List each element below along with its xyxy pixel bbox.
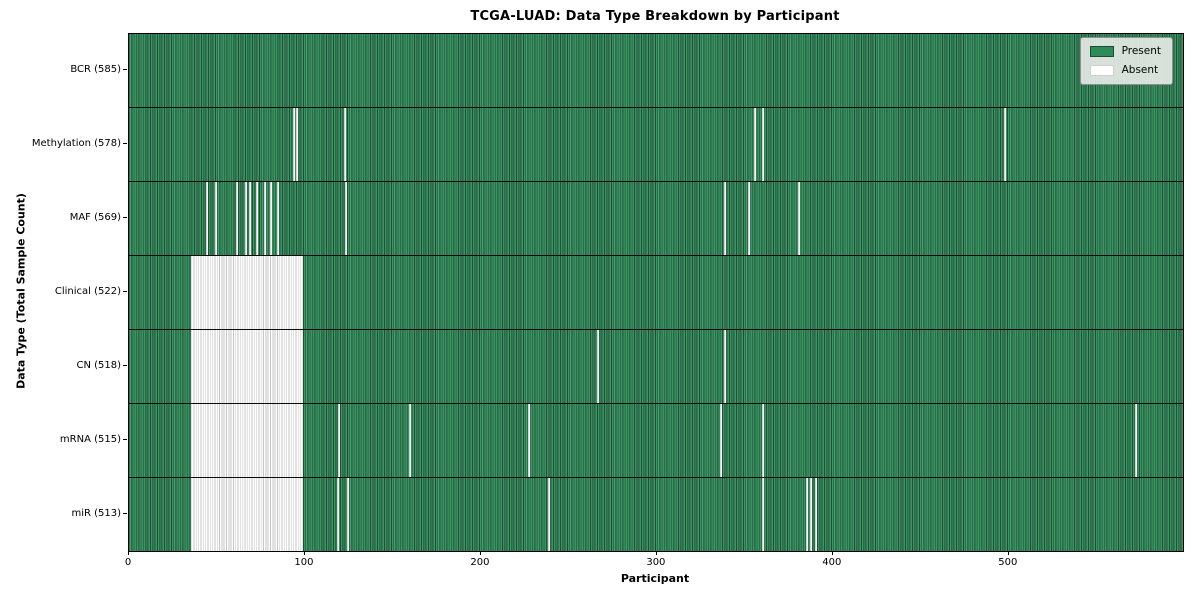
y-tick-label: BCR (585) [70,64,121,76]
x-tick-mark [1007,551,1009,555]
y-tick-mark [123,291,127,292]
x-tick-label: 400 [822,557,842,568]
y-tick: miR (513) [0,476,127,550]
y-tick: Clinical (522) [0,255,127,329]
absent-stripe [547,478,550,551]
absent-stripe [264,182,267,255]
absent-stripe [797,182,800,255]
y-tick-mark [123,143,127,145]
heatmap-row [129,478,1183,551]
x-tick-label: 100 [294,557,314,568]
absent-stripe [276,182,279,255]
absent-stripe [762,478,765,551]
x-tick-labels: 0 100 200 300 400 500 [124,551,1182,577]
absent-stripe [806,478,809,551]
absent-block [190,330,304,403]
absent-stripe [215,182,218,255]
absent-stripe [723,182,726,255]
y-tick-label: mRNA (515) [59,433,121,445]
y-tick-labels: BCR (585) Methylation (578) MAF (569) Clini… [0,33,127,550]
absent-stripe [206,182,209,255]
x-tick-label: 0 [124,557,132,568]
absent-stripe [343,108,346,181]
x-axis-label: Participant [620,572,690,585]
absent-stripe [408,404,411,477]
heatmap-row [129,182,1183,256]
legend-label-absent: Absent [1121,64,1159,76]
absent-stripe [245,182,248,255]
x-tick-mark [655,551,657,555]
absent-stripe [248,182,251,255]
absent-stripe [720,404,723,477]
absent-stripe [753,108,756,181]
absent-stripe [723,330,726,403]
x-tick-mark [303,551,305,555]
absent-block [190,478,304,551]
present-swatch [1089,45,1114,57]
x-tick-mark [479,551,481,555]
absent-stripe [269,182,272,255]
absent-block [190,256,304,329]
absent-stripe [1003,108,1006,181]
legend-item-present: Present [1089,45,1161,57]
legend: Present Absent [1079,37,1173,85]
y-tick-label: miR (513) [71,507,121,519]
heatmap-row [129,108,1183,182]
absent-stripe [336,478,339,551]
absent-stripe [528,404,531,477]
y-tick: MAF (569) [0,181,127,255]
y-tick-mark [123,438,127,440]
legend-label-present: Present [1121,45,1161,57]
heatmap-row [129,404,1183,478]
x-tick-mark [831,551,833,555]
absent-swatch [1089,64,1114,76]
absent-stripe [748,182,751,255]
absent-stripe [1135,404,1138,477]
absent-stripe [762,108,765,181]
y-tick: Methylation (578) [0,107,127,181]
chart-title: TCGA-LUAD: Data Type Breakdown by Partic… [470,9,840,24]
absent-stripe [347,478,350,551]
absent-stripe [255,182,258,255]
absent-stripe [338,404,341,477]
y-tick: mRNA (515) [0,402,127,476]
legend-item-absent: Absent [1089,64,1161,76]
y-tick: BCR (585) [0,33,127,107]
y-tick-mark [123,512,127,514]
y-tick-mark [123,69,127,71]
y-tick-label: MAF (569) [69,212,121,224]
absent-stripe [292,108,295,181]
y-tick-label: Methylation (578) [31,138,121,150]
absent-stripe [296,108,299,181]
absent-stripe [762,404,765,477]
absent-block [190,404,304,477]
y-tick: CN (518) [0,328,127,402]
heatmap-row [129,34,1183,108]
absent-stripe [597,330,600,403]
plot-area [128,33,1184,552]
absent-stripe [236,182,239,255]
absent-stripe [345,182,348,255]
x-tick-label: 300 [646,557,666,568]
x-tick-label: 500 [998,557,1018,568]
absent-stripe [809,478,812,551]
x-tick-mark [128,551,129,555]
y-tick-label: Clinical (522) [54,286,121,297]
y-tick-mark [123,217,127,219]
x-tick-label: 200 [470,557,490,568]
absent-stripe [815,478,818,551]
heatmap-row [129,256,1183,330]
y-tick-mark [123,364,127,366]
y-tick-label: CN (518) [76,359,121,371]
heatmap-row [129,330,1183,404]
